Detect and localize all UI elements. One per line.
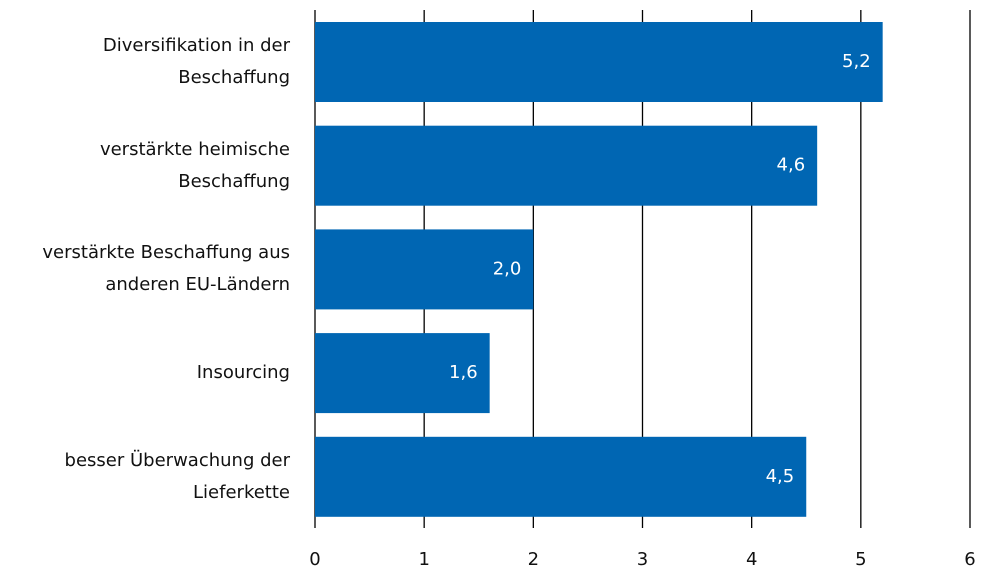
x-tick-label: 1 [418,549,429,570]
category-label: verstärkte heimische Beschaffung [99,138,290,192]
value-label: 5,2 [842,51,871,72]
value-label: 1,6 [449,362,478,383]
x-tick-label: 3 [637,549,648,570]
bar [315,229,534,310]
bar [315,125,818,206]
x-tick-label: 0 [309,549,320,570]
bar [315,436,807,517]
category-label: verstärkte Beschaffung aus anderen EU-Lä… [42,242,290,296]
x-tick-label: 2 [528,549,539,570]
bar [315,22,883,102]
x-tick-label: 6 [964,549,975,570]
category-label: Diversifikation in der Beschaffung [102,35,290,88]
category-label: Insourcing [196,362,290,384]
value-label: 2,0 [493,258,522,279]
bar [315,333,490,414]
x-tick-label: 4 [746,549,757,570]
category-label: besser Überwachung der Lieferkette [64,449,290,503]
value-label: 4,5 [766,466,795,487]
value-label: 4,6 [777,155,806,176]
x-tick-label: 5 [855,549,866,570]
